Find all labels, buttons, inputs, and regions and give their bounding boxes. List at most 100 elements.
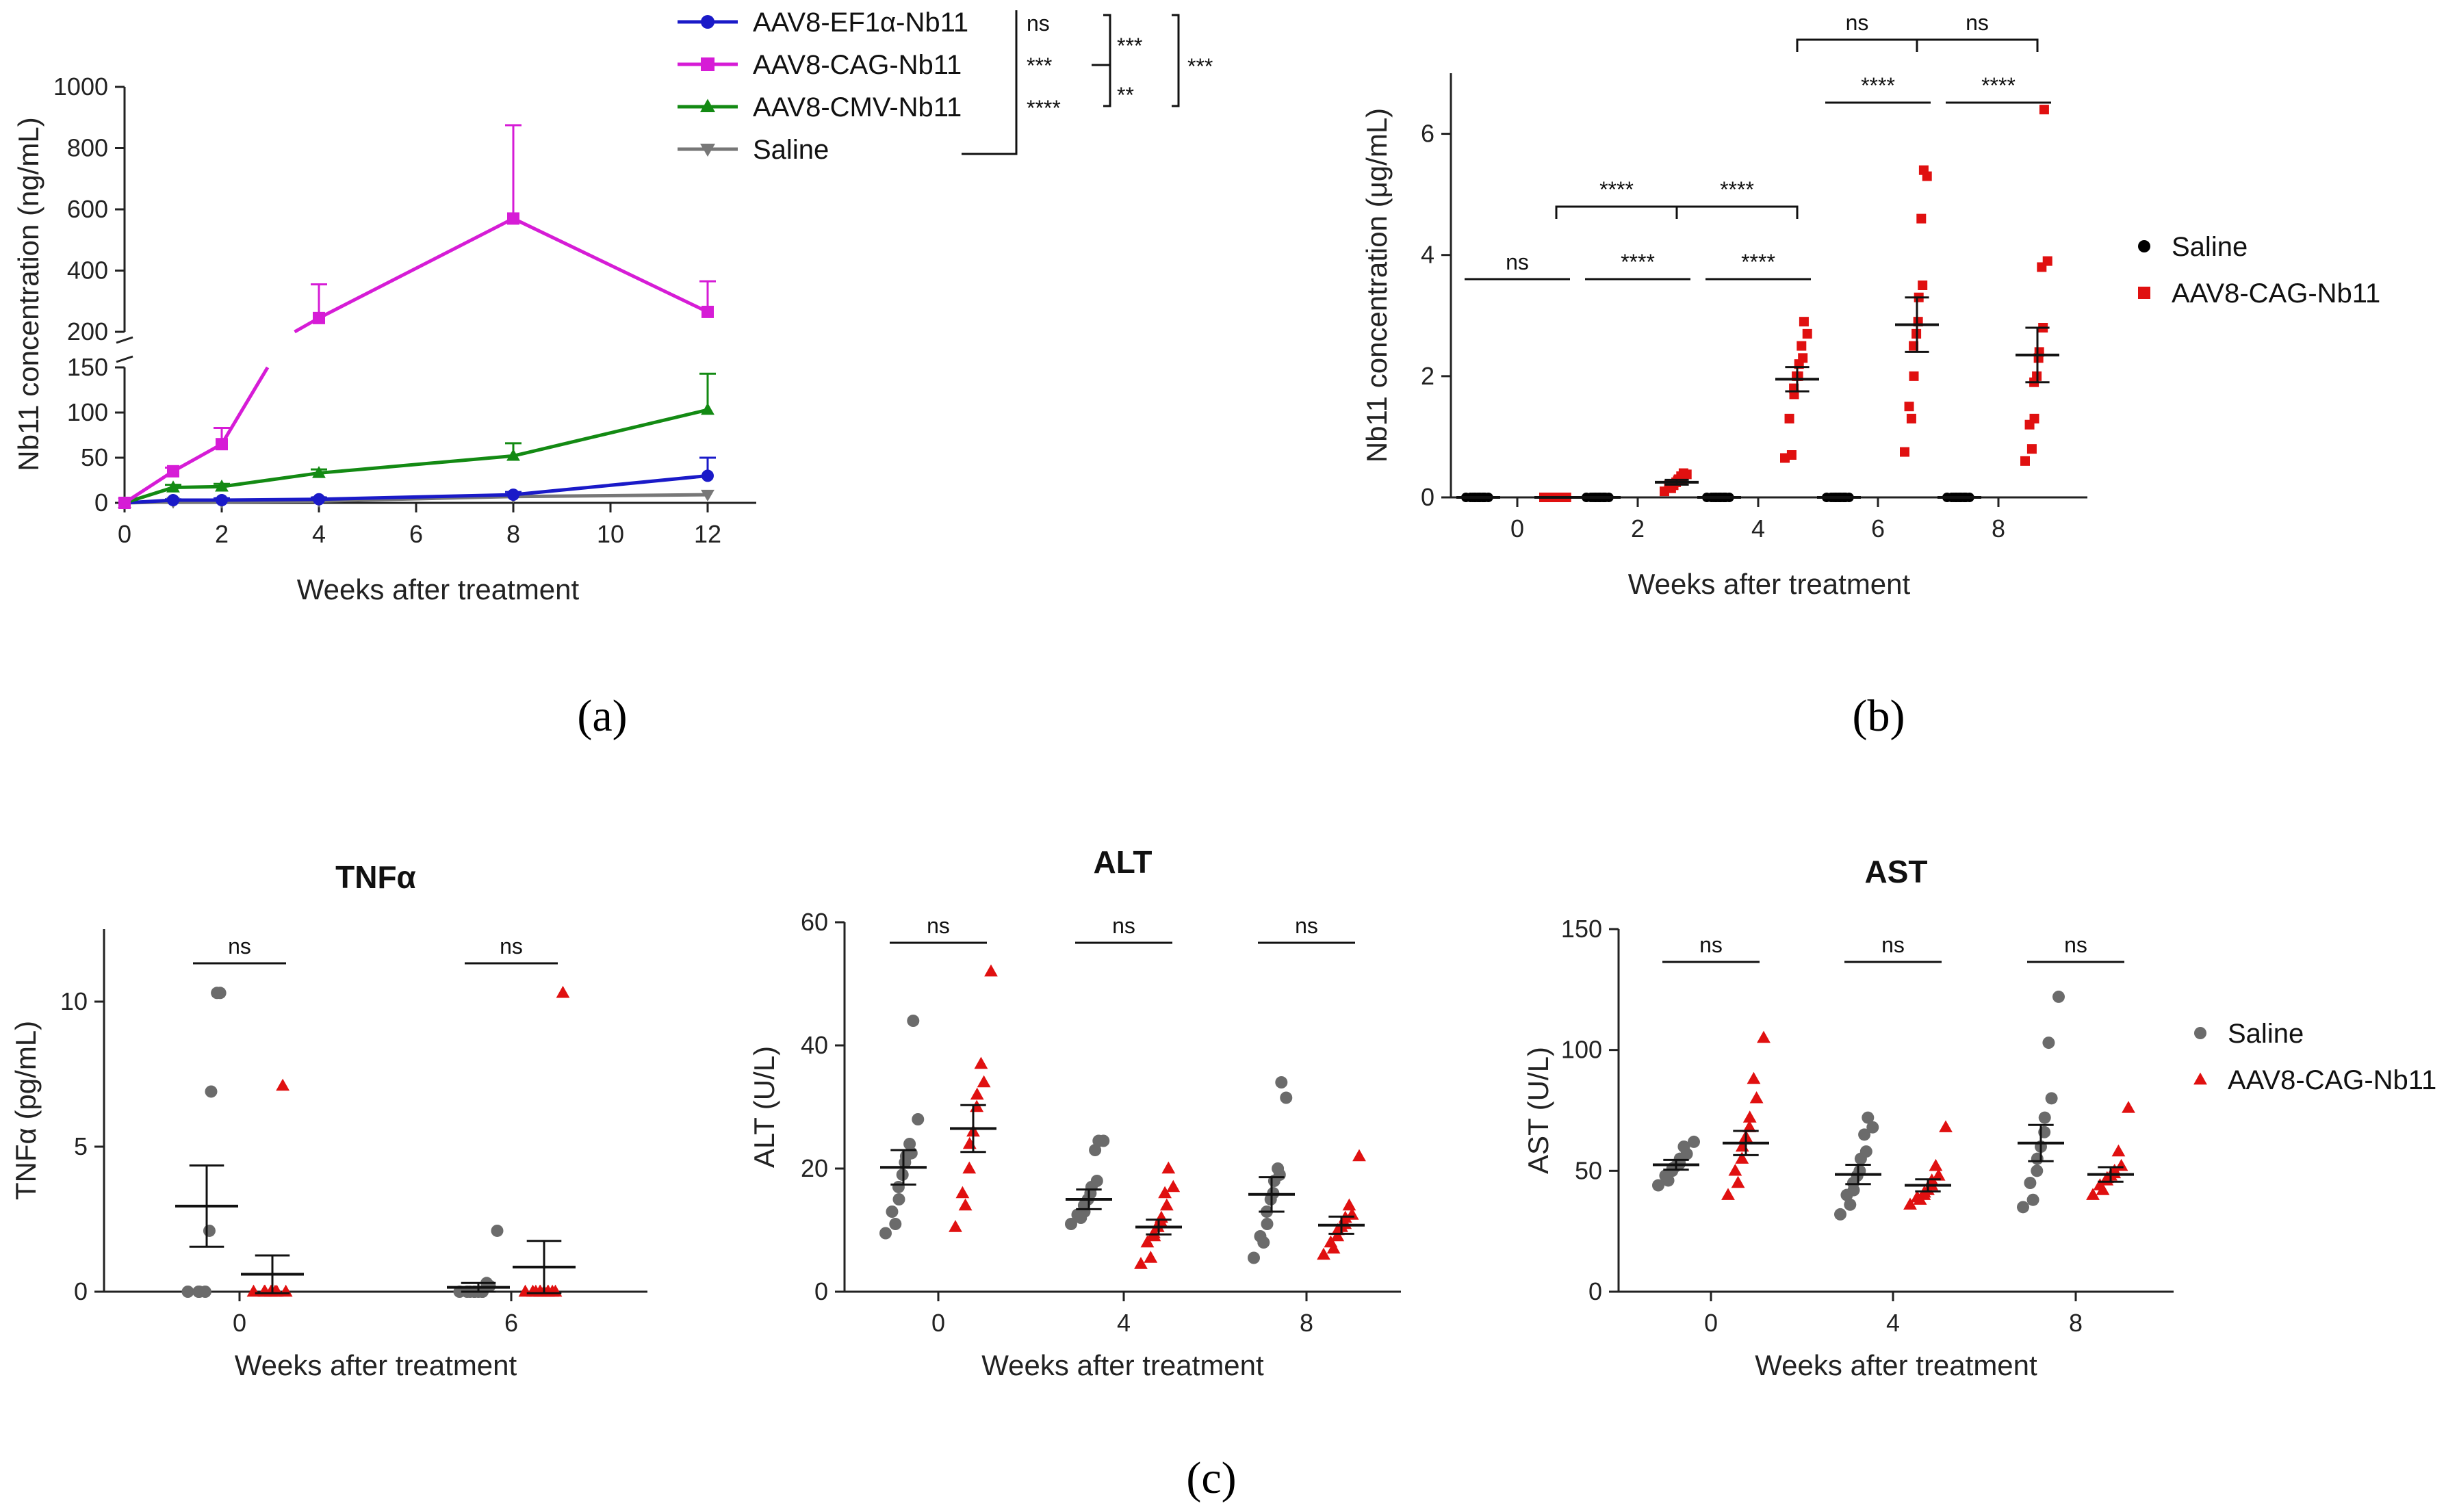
data-point [701, 469, 714, 482]
sig-bracket [1796, 38, 1918, 52]
y-tick-label: 150 [67, 353, 108, 381]
x-axis-title: Weeks after treatment [1755, 1349, 2037, 1381]
data-point [889, 1218, 902, 1230]
data-point [312, 466, 326, 478]
series-AAV8-CAG-Nb11 [118, 124, 716, 509]
y-tick-label: 50 [81, 443, 108, 471]
sig-label: **** [1720, 177, 1754, 202]
group-week-0-treated [1721, 1030, 1771, 1200]
series-line [318, 495, 514, 503]
x-tick-label: 10 [597, 520, 624, 548]
data-point [1844, 1198, 1857, 1211]
chart-title: AST [1865, 854, 1928, 889]
group-week-2-treated [1655, 468, 1699, 497]
data-point [1254, 1230, 1267, 1242]
data-point [1929, 1158, 1943, 1171]
x-tick-label: 4 [1886, 1309, 1900, 1337]
sig-label: ns [228, 934, 251, 959]
legend-label: Saline [2228, 1019, 2304, 1049]
data-point [1731, 1175, 1745, 1188]
data-point [506, 449, 520, 461]
series-line [172, 443, 223, 473]
data-point [216, 494, 228, 507]
group-week-8-treated [1317, 1149, 1366, 1260]
data-point [1798, 353, 1808, 363]
data-point [2111, 1144, 2126, 1157]
sig-label: **** [1599, 177, 1634, 202]
x-tick-label: 2 [215, 520, 229, 548]
data-point [1092, 1134, 1105, 1147]
data-point [2086, 1188, 2100, 1200]
sig-label: **** [1981, 73, 2016, 98]
group-week-2-saline [1577, 493, 1621, 502]
sig-label: ns [1112, 913, 1135, 938]
chart-c2: 0 20 40 60 0 4 8 Weeks after treatment ALT (U/L)… [748, 844, 1401, 1381]
sig-label: ns [500, 934, 523, 959]
data-point [1918, 165, 1929, 175]
data-point [1903, 1197, 1917, 1210]
y-axis-title: Nb11 concentration (μg/mL) [1361, 108, 1393, 462]
data-point [1134, 1257, 1148, 1269]
data-point [2038, 1111, 2051, 1124]
group-week-6-saline [447, 1224, 510, 1298]
data-point [903, 1138, 916, 1150]
axis-break-mark [116, 336, 133, 344]
sig-label: *** [1027, 53, 1052, 78]
data-point [276, 1078, 290, 1091]
x-tick-label: 0 [1704, 1309, 1718, 1337]
data-point [962, 1161, 977, 1174]
data-point [701, 402, 715, 415]
group-week-8-saline [2017, 990, 2065, 1214]
data-point [1688, 1135, 1700, 1148]
data-point [211, 987, 224, 1000]
sig-label: ns [1699, 933, 1723, 957]
data-point [912, 1113, 925, 1125]
data-point [2031, 1164, 2044, 1177]
group-week-0-saline [1456, 493, 1500, 502]
group-week-0-treated [1534, 493, 1578, 502]
data-point [2045, 1092, 2058, 1105]
y-tick-label: 0 [1421, 483, 1434, 511]
y-axis-title: Nb11 concentration (ng/mL) [12, 117, 44, 471]
data-point [1735, 1151, 1749, 1164]
y-tick-label: 600 [67, 195, 108, 223]
sig-label: ns [2064, 933, 2087, 957]
data-point [1747, 1071, 1761, 1084]
y-tick-label: 0 [814, 1277, 828, 1305]
legend-label: AAV8-CAG-Nb11 [753, 50, 962, 80]
data-point [1158, 1186, 1172, 1199]
group-week-4-saline [1834, 1111, 1881, 1221]
sig-label: *** [1187, 54, 1213, 79]
data-point [1728, 1163, 1742, 1176]
x-tick-label: 4 [312, 520, 326, 548]
sig-label: *** [1117, 34, 1142, 58]
data-point [1652, 1179, 1664, 1192]
legend-label: Saline [753, 135, 829, 165]
data-point [1939, 1120, 1953, 1132]
y-tick-label: 0 [1588, 1277, 1602, 1305]
significance: ns*************** [962, 10, 1213, 155]
legend-marker [701, 15, 715, 29]
data-point [1749, 1091, 1764, 1104]
sig-bracket [1555, 205, 1678, 219]
data-point [1784, 413, 1794, 423]
series-line [513, 473, 708, 497]
data-point [1916, 213, 1927, 224]
data-point [1757, 1030, 1771, 1043]
x-axis-title: Weeks after treatment [235, 1349, 517, 1381]
data-point [1280, 1091, 1293, 1104]
x-tick-label: 0 [233, 1309, 246, 1337]
bracket-vs-saline [962, 10, 1018, 155]
data-point [1140, 1235, 1155, 1248]
data-point [2026, 444, 2037, 454]
data-point [1862, 1111, 1875, 1124]
x-tick-label: 6 [1871, 514, 1885, 543]
chart-title: TNFα [335, 859, 416, 895]
y-tick-label: 50 [1575, 1156, 1602, 1184]
x-tick-label: 8 [1300, 1309, 1313, 1337]
data-point [181, 1286, 194, 1298]
sig-label: **** [1741, 250, 1775, 274]
data-point [962, 1136, 977, 1149]
data-point [1721, 1188, 1735, 1200]
